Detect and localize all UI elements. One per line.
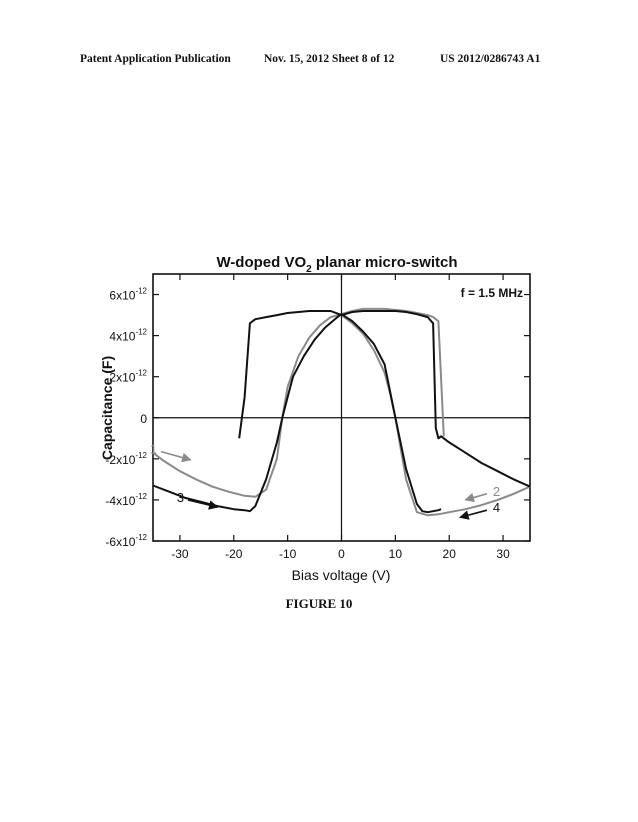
plot-area: 1 2 3 4	[150, 273, 531, 542]
arrow-layer	[160, 450, 488, 520]
figure-caption: FIGURE 10	[285, 596, 353, 611]
x-tick-labels: -30 -20 -10 0 10 20 30	[171, 547, 510, 561]
series-label-4: 4	[493, 500, 500, 515]
x-tick-label: 10	[389, 547, 403, 561]
series-layer	[152, 307, 531, 517]
x-tick-label: 30	[496, 547, 510, 561]
chart-title-main: W-doped VO	[216, 254, 306, 271]
direction-arrow-3	[187, 499, 219, 510]
y-tick-label: 4x10-12	[109, 328, 147, 344]
series-line-3	[152, 313, 442, 514]
publication-label: Patent Application Publication	[80, 53, 231, 65]
series-label-1: 1	[150, 442, 157, 457]
x-tick-label: 0	[338, 547, 345, 561]
series-label-3: 3	[177, 490, 184, 505]
series-line-4	[238, 310, 531, 488]
series-line-2	[340, 314, 531, 517]
y-axis-label: Capacitance (F)	[99, 356, 115, 460]
patent-number: US 2012/0286743 A1	[440, 53, 541, 65]
series-label-2: 2	[493, 484, 500, 499]
frequency-annotation: f = 1.5 MHz	[461, 286, 523, 300]
y-tick-label: 2x10-12	[109, 369, 147, 385]
chart-title-subscript: 2	[306, 264, 312, 275]
chart-title: W-doped VO2 planar micro-switch	[216, 254, 457, 275]
y-tick-label: -2x10-12	[105, 451, 147, 467]
direction-arrow-2	[464, 492, 488, 503]
y-tick-label: -4x10-12	[105, 492, 147, 508]
x-tick-label: -20	[225, 547, 243, 561]
direction-arrow-4	[459, 509, 488, 520]
y-tick-label: -6x10-12	[105, 533, 147, 549]
y-tick-labels: -6x10-12 -4x10-12 -2x10-12 0 2x10-12 4x10-12 6…	[105, 287, 147, 549]
y-tick-label: 6x10-12	[109, 287, 147, 303]
series-line-1	[152, 307, 445, 498]
x-tick-label: 20	[443, 547, 457, 561]
patent-header: Patent Application Publication Nov. 15, …	[0, 53, 638, 73]
chart-title-rest: planar micro-switch	[312, 254, 458, 271]
x-axis-label: Bias voltage (V)	[292, 567, 391, 583]
direction-arrow-1	[160, 450, 192, 463]
y-tick-label: 0	[140, 412, 147, 426]
date-sheet-label: Nov. 15, 2012 Sheet 8 of 12	[264, 53, 395, 65]
x-tick-label: -30	[171, 547, 189, 561]
x-tick-label: -10	[279, 547, 297, 561]
series-labels: 1 2 3 4	[150, 442, 500, 516]
